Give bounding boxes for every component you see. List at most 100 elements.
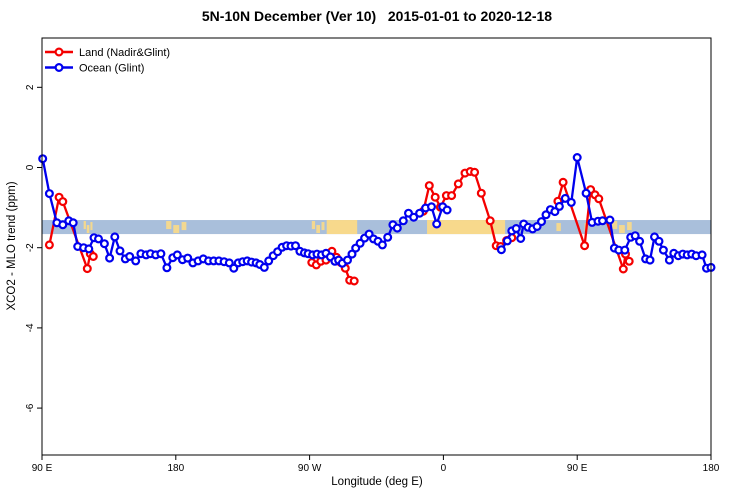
marker-land <box>349 276 359 286</box>
marker-ocean <box>347 249 357 259</box>
x-tick-label: 90 W <box>298 463 322 474</box>
land-patch <box>627 222 632 231</box>
land-patch <box>173 225 180 234</box>
marker-land <box>88 252 98 262</box>
marker-ocean <box>554 201 564 211</box>
y-tick-label: 2 <box>25 84 36 90</box>
marker-ocean <box>496 245 506 255</box>
marker-ocean <box>377 240 387 250</box>
marker-land <box>485 216 495 226</box>
x-axis-label: Longitude (deg E) <box>331 476 423 488</box>
land-patch <box>321 222 325 231</box>
y-tick-label: 0 <box>25 164 36 170</box>
marker-land <box>44 240 54 250</box>
land-patch <box>166 221 172 230</box>
marker-ocean <box>172 250 182 260</box>
x-tick-label: 90 E <box>567 463 588 474</box>
marker-ocean <box>131 256 141 266</box>
y-tick-label: -6 <box>25 403 36 412</box>
marker-ocean <box>44 189 54 199</box>
marker-ocean <box>645 255 655 265</box>
marker-ocean <box>224 258 234 268</box>
marker-ocean <box>259 262 269 272</box>
marker-ocean <box>38 154 48 164</box>
marker-ocean <box>99 239 109 249</box>
marker-land <box>580 241 590 251</box>
marker-ocean <box>560 193 570 203</box>
marker-land <box>476 188 486 198</box>
marker-ocean <box>654 236 664 246</box>
marker-ocean <box>664 255 674 265</box>
marker-land <box>447 191 457 201</box>
x-tick-label: 180 <box>703 463 720 474</box>
marker-land <box>594 194 604 204</box>
x-tick-label: 90 E <box>32 463 53 474</box>
land-patch <box>612 221 618 230</box>
land-patch <box>619 225 625 234</box>
marker-ocean <box>58 220 68 230</box>
chart-title: 5N-10N December (Ver 10) 2015-01-01 to 2… <box>201 8 553 24</box>
marker-ocean <box>427 202 437 212</box>
marker-land <box>453 179 463 189</box>
marker-ocean <box>442 205 452 215</box>
marker-ocean <box>105 253 115 263</box>
y-tick-label: -2 <box>25 243 36 252</box>
marker-ocean <box>409 212 419 222</box>
land-patch <box>316 225 321 234</box>
legend-label-land: Land (Nadir&Glint) <box>79 47 170 59</box>
x-tick-label: 180 <box>167 463 184 474</box>
marker-ocean <box>536 217 546 227</box>
marker-ocean <box>620 245 630 255</box>
marker-ocean <box>84 244 94 254</box>
marker-ocean <box>110 232 120 242</box>
marker-ocean <box>415 208 425 218</box>
y-axis-label: XCO2 - MLO trend (ppm) <box>6 181 18 311</box>
marker-ocean <box>115 246 125 256</box>
legend-marker-ocean <box>54 62 64 72</box>
marker-ocean <box>566 197 576 207</box>
marker-ocean <box>229 263 239 273</box>
marker-ocean <box>156 249 166 259</box>
legend-marker-land <box>54 47 64 57</box>
marker-ocean <box>605 215 615 225</box>
marker-ocean <box>516 234 526 244</box>
land-patch <box>181 222 187 231</box>
land-patch <box>311 221 316 230</box>
marker-ocean <box>383 232 393 242</box>
marker-ocean <box>125 252 135 262</box>
marker-ocean <box>635 236 645 246</box>
marker-land <box>558 177 568 187</box>
marker-ocean <box>511 224 521 234</box>
marker-land <box>82 264 92 274</box>
marker-ocean <box>630 231 640 241</box>
marker-land <box>624 256 634 266</box>
marker-land <box>58 197 68 207</box>
marker-ocean <box>291 241 301 251</box>
marker-ocean <box>572 153 582 163</box>
marker-ocean <box>697 250 707 260</box>
marker-land <box>424 181 434 191</box>
marker-ocean <box>183 253 193 263</box>
series-line-ocean <box>41 158 448 270</box>
marker-ocean <box>68 218 78 228</box>
marker-ocean <box>162 263 172 273</box>
land-patch <box>556 223 561 232</box>
y-tick-label: -4 <box>25 323 36 332</box>
legend-label-ocean: Ocean (Glint) <box>79 62 144 74</box>
marker-ocean <box>392 223 402 233</box>
land-patch <box>427 220 506 235</box>
land-patch <box>90 222 93 231</box>
land-patch <box>326 220 358 235</box>
plot-border <box>41 37 712 456</box>
marker-land <box>470 167 480 177</box>
marker-ocean <box>581 188 591 198</box>
marker-ocean <box>502 236 512 246</box>
marker-ocean <box>658 245 668 255</box>
marker-land <box>430 192 440 202</box>
marker-ocean <box>398 216 408 226</box>
land-patch <box>86 225 90 234</box>
x-tick-label: 0 <box>441 463 447 474</box>
land-patch <box>83 221 86 230</box>
